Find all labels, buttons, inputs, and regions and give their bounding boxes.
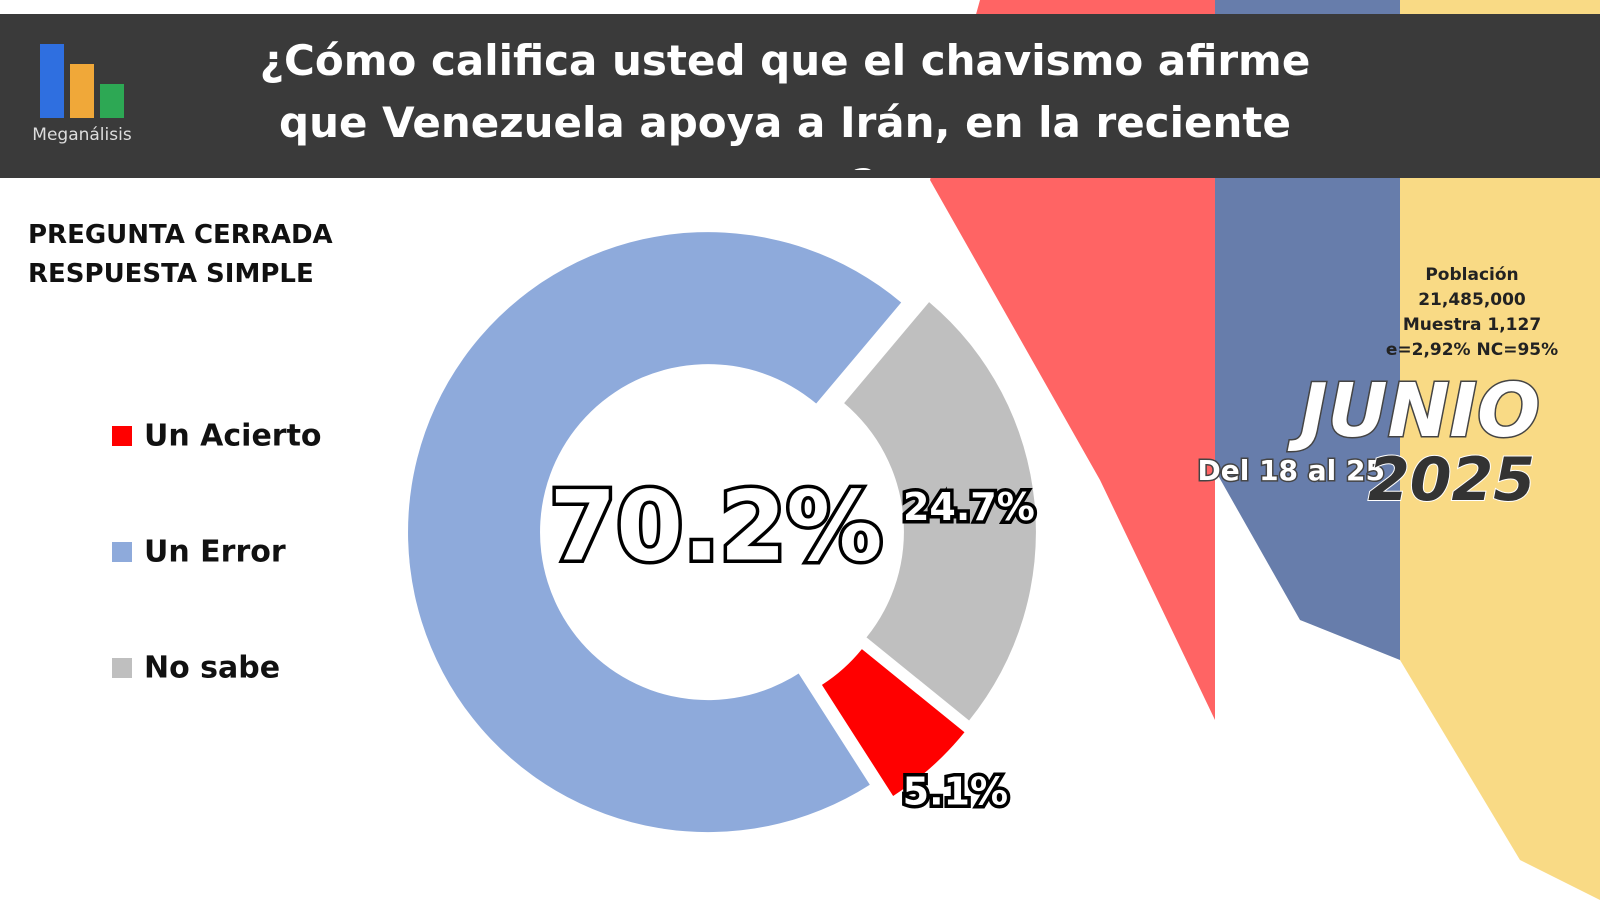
note: RESPUESTA SIMPLE — [28, 259, 314, 289]
sample-info: e=2,92% NC=95% — [1386, 340, 1558, 360]
donut-slice — [408, 232, 902, 833]
title-box: ¿Cómo califica usted que el chavismo afi… — [259, 36, 1311, 170]
sample-info: Muestra 1,127 — [1403, 315, 1541, 335]
legend-swatch — [112, 542, 132, 562]
legend-swatch — [112, 426, 132, 446]
period-range: Del 18 al 25 — [1198, 454, 1386, 487]
sample-info: Población — [1425, 265, 1518, 285]
period-month: JUNIO — [1287, 368, 1540, 454]
chart-title: ¿Cómo califica usted que el chavismo afi… — [259, 36, 1311, 170]
header-bar — [0, 14, 1600, 178]
donut-slice — [844, 302, 1036, 721]
legend-label: Un Error — [144, 535, 286, 570]
note: PREGUNTA CERRADA — [28, 220, 333, 250]
logo: Meganálisis — [32, 44, 132, 145]
donut-slice — [821, 649, 965, 797]
period-year: 2025 — [1368, 445, 1535, 515]
value-label: 70.2% — [549, 470, 882, 582]
sample-info: 21,485,000 — [1418, 290, 1526, 310]
value-label: 24.7% — [903, 485, 1035, 529]
logo-text: Meganálisis — [32, 125, 132, 145]
legend-swatch — [112, 658, 132, 678]
legend-label: Un Acierto — [144, 419, 322, 454]
value-label: 5.1% — [903, 769, 1008, 813]
legend-label: No sabe — [144, 651, 280, 686]
